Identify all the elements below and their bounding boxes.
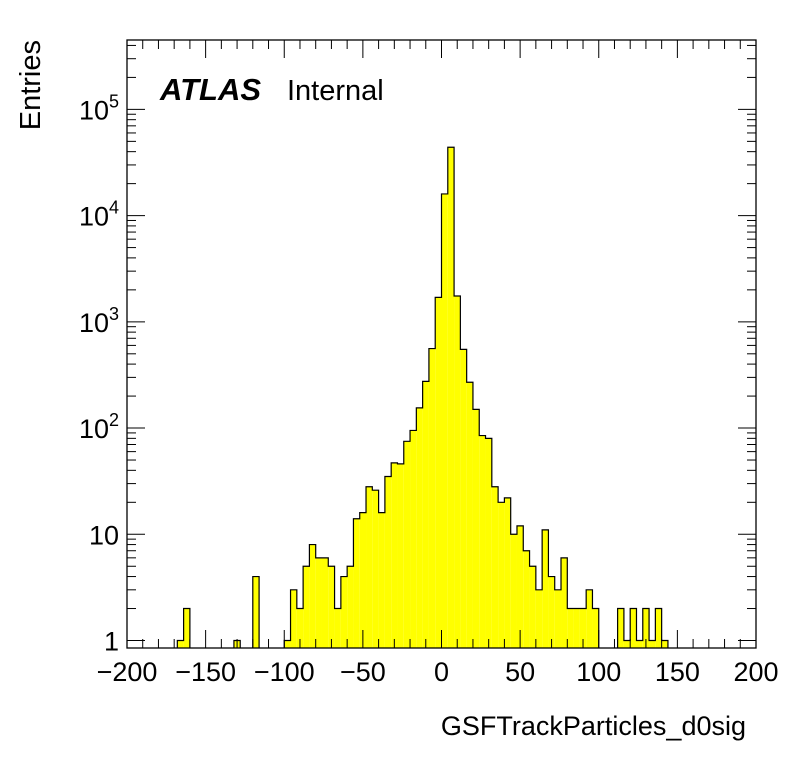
histogram-bar: [353, 518, 360, 648]
histogram-bar: [617, 608, 624, 648]
histogram-bar: [334, 608, 341, 648]
y-axis-label: Entries: [15, 40, 47, 130]
histogram-bar: [454, 296, 461, 648]
histogram-bar: [284, 640, 291, 648]
histogram-bar: [309, 544, 316, 648]
histogram-bar: [391, 462, 398, 648]
histogram-bar: [340, 576, 348, 648]
histogram-bar: [328, 566, 335, 648]
histogram-bar: [567, 608, 574, 648]
histogram-bar: [177, 640, 184, 648]
histogram-bar: [542, 529, 549, 648]
histogram-bar: [466, 382, 473, 648]
histogram-bar: [592, 608, 599, 648]
x-tick-label: 100: [576, 657, 621, 687]
x-tick-label: 150: [655, 657, 700, 687]
y-axis-tick-labels: 1 10 102 103 104 105: [79, 91, 119, 656]
histogram-bar: [372, 490, 379, 648]
histogram-bar: [290, 589, 297, 648]
x-tick-label: −100: [254, 657, 315, 687]
x-tick-label: −200: [97, 657, 158, 687]
histogram-bar: [498, 502, 505, 648]
histogram-bar: [359, 512, 367, 648]
y-tick-label: 105: [79, 91, 119, 125]
y-axis-ticks: [127, 44, 756, 642]
histogram-bar: [661, 640, 668, 648]
x-tick-label: −150: [175, 657, 236, 687]
histogram-bars: [177, 147, 668, 649]
x-tick-label: 200: [733, 657, 778, 687]
histogram-bar: [623, 640, 631, 648]
histogram-bar: [554, 589, 562, 648]
histogram-bar: [523, 550, 530, 648]
x-tick-label: 50: [505, 657, 535, 687]
histogram-bar: [535, 589, 543, 648]
x-axis-label: GSFTrackParticles_d0sig: [441, 711, 746, 741]
y-tick-label: 102: [79, 410, 119, 444]
histogram-bar: [529, 566, 536, 648]
internal-label: Internal: [287, 75, 384, 107]
histogram-bar: [579, 608, 587, 648]
histogram-bar: [586, 589, 593, 648]
x-tick-label: −50: [340, 657, 386, 687]
y-tick-label: 103: [79, 304, 119, 338]
histogram-bar: [472, 409, 480, 648]
histogram-bar: [630, 608, 637, 648]
y-tick-label: 10: [89, 520, 119, 550]
x-tick-label: 0: [434, 657, 449, 687]
histogram-bar: [548, 576, 555, 648]
histogram-bar: [183, 608, 190, 648]
histogram-bar: [504, 497, 511, 648]
x-axis-tick-labels: −200 −150 −100 −50 0 50 100 150 200: [97, 657, 779, 687]
histogram-bar: [435, 297, 442, 648]
histogram-bar: [491, 486, 499, 648]
y-tick-label: 1: [104, 627, 119, 657]
histogram-bar: [510, 534, 517, 648]
y-tick-label: 104: [79, 198, 119, 232]
x-axis-ticks: [126, 40, 757, 648]
histogram-bar: [479, 435, 486, 648]
histogram-bar: [416, 407, 423, 648]
histogram-bar: [441, 193, 448, 649]
histogram-bar: [410, 430, 417, 648]
histogram-bar: [649, 640, 656, 648]
histogram-bar: [366, 486, 373, 648]
histogram-bar: [516, 525, 524, 648]
histogram-bar: [485, 438, 492, 648]
histogram-bar: [403, 441, 411, 648]
histogram-bar: [655, 608, 662, 648]
histogram-bar: [378, 512, 385, 648]
histogram-bar: [642, 608, 650, 648]
histogram-bar: [303, 566, 310, 648]
histogram-bar: [252, 576, 260, 648]
atlas-label: ATLAS: [159, 72, 261, 107]
histogram-bar: [347, 566, 354, 648]
histogram-bar: [460, 349, 467, 648]
histogram-bar: [447, 147, 455, 648]
histogram-bar: [573, 608, 580, 648]
histogram-bar: [315, 557, 322, 648]
histogram-bar: [422, 381, 429, 648]
histogram-bar: [384, 476, 392, 648]
histogram-bar: [296, 608, 304, 648]
histogram-bar: [397, 463, 404, 648]
histogram-bar: [428, 348, 436, 648]
histogram-bar: [561, 557, 568, 648]
histogram-bar: [321, 557, 329, 648]
histogram-bar: [636, 640, 643, 648]
